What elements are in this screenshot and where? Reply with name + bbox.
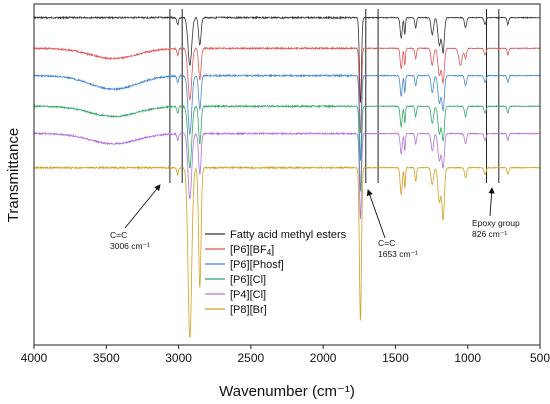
spectrum-series-5 [34,165,540,338]
annotation-arrow-cc1 [124,184,161,229]
legend-label-3: [P6][Cl] [230,274,266,286]
annotation-cc1-line-0: C=C [110,230,127,240]
x-tick-label-4: 2000 [310,351,337,365]
x-tick-label-5: 1500 [382,351,409,365]
spectrum-series-0 [34,15,540,103]
legend-label-2: [P6][Phosf] [230,259,284,271]
spectrum-series-4 [34,131,540,219]
legend-label-0: Fatty acid methyl esters [230,229,347,241]
x-axis-title: Wavenumber (cm⁻¹) [219,383,355,400]
x-tick-label-0: 4000 [21,351,48,365]
y-axis-title: Transmittance [5,128,22,222]
spectrum-series-2 [34,73,540,161]
x-axis: 4000 3500 3000 2500 2000 1500 1000 500 [21,345,550,365]
x-tick-label-2: 3000 [165,351,192,365]
legend-label-4: [P4][Cl] [230,289,266,301]
annotation-cc1-line-1: 3006 cm⁻¹ [110,241,150,251]
spectrum-series-1 [34,46,540,134]
annotation-cc2-line-0: C=C [378,238,395,248]
spectra-series [34,15,540,338]
x-tick-label-6: 1000 [454,351,481,365]
legend: Fatty acid methyl esters [P6][BF4] [P6][… [205,229,347,316]
reference-lines [169,9,500,183]
legend-label-5: [P8][Br] [230,304,267,316]
plot-frame [33,3,541,346]
x-tick-label-7: 500 [530,351,550,365]
spectrum-series-3 [34,104,540,192]
x-tick-label-1: 3500 [93,351,120,365]
annotation-cc2-line-1: 1653 cm⁻¹ [378,249,418,259]
annotation-epoxy-line-1: 826 cm⁻¹ [472,229,507,239]
annotation-arrow-cc2 [366,189,386,239]
annotation-arrow-epoxy [488,187,495,217]
x-tick-label-3: 2500 [238,351,265,365]
annotation-epoxy-line-0: Epoxy group [472,218,520,228]
legend-label-1: [P6][BF4] [230,244,274,257]
